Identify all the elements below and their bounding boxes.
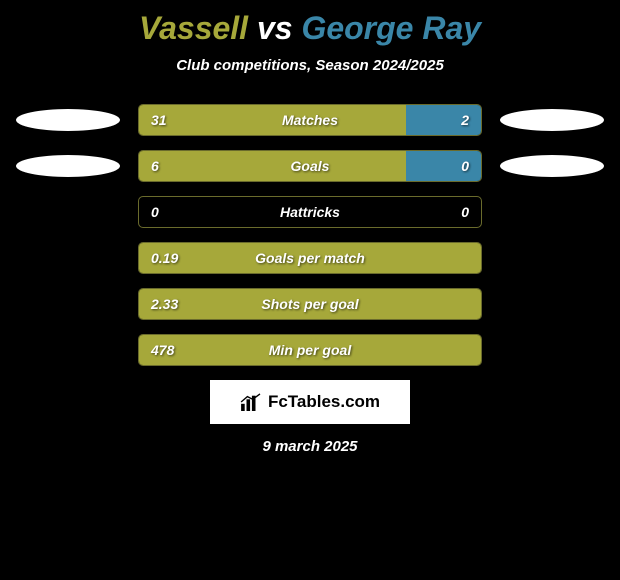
date-label: 9 march 2025 — [0, 438, 620, 455]
stat-row: 0.19Goals per match — [0, 242, 620, 274]
subtitle: Club competitions, Season 2024/2025 — [0, 57, 620, 74]
stat-label: Shots per goal — [139, 296, 481, 312]
stat-row: 312Matches — [0, 104, 620, 136]
stat-bar: 2.33Shots per goal — [138, 288, 482, 320]
chart-icon — [240, 393, 262, 411]
stat-bar: 00Hattricks — [138, 196, 482, 228]
stat-label: Goals per match — [139, 250, 481, 266]
player2-ellipse — [500, 109, 604, 131]
stat-row: 478Min per goal — [0, 334, 620, 366]
title-player1: Vassell — [139, 10, 248, 46]
stat-bar: 60Goals — [138, 150, 482, 182]
stat-bar: 0.19Goals per match — [138, 242, 482, 274]
stat-label: Matches — [139, 112, 481, 128]
stat-bar: 312Matches — [138, 104, 482, 136]
stat-row: 00Hattricks — [0, 196, 620, 228]
logo-text: FcTables.com — [268, 392, 380, 412]
stat-row: 60Goals — [0, 150, 620, 182]
stat-bar: 478Min per goal — [138, 334, 482, 366]
player1-ellipse — [16, 155, 120, 177]
stat-label: Hattricks — [139, 204, 481, 220]
title-player2: George Ray — [301, 10, 481, 46]
stat-label: Min per goal — [139, 342, 481, 358]
comparison-chart: 312Matches 60Goals 00Hattricks 0.19Goals pe… — [0, 104, 620, 366]
stat-label: Goals — [139, 158, 481, 174]
page-title: Vassell vs George Ray — [0, 0, 620, 47]
player2-ellipse — [500, 155, 604, 177]
title-vs: vs — [257, 10, 293, 46]
player1-ellipse — [16, 109, 120, 131]
stat-row: 2.33Shots per goal — [0, 288, 620, 320]
logo-box: FcTables.com — [210, 380, 410, 424]
